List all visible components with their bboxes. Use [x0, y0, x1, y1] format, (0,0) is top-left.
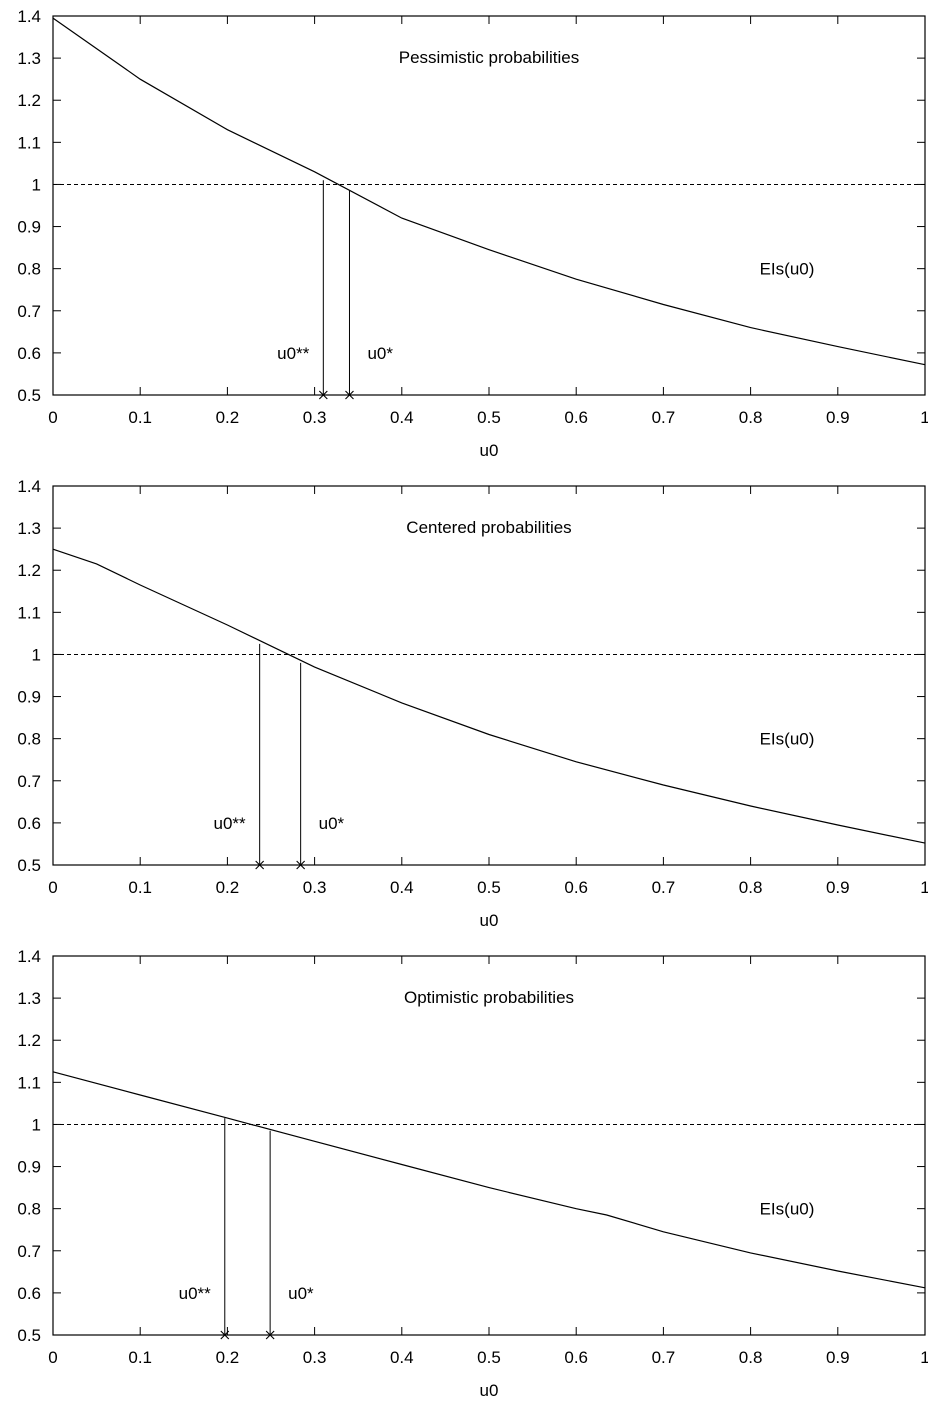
- x-tick-label: 1: [920, 408, 928, 427]
- x-tick-label: 0.3: [303, 408, 327, 427]
- chart-panel-2: 0 0.1 0.2 0.3 0.4 0.5 0.6 0.7 0.8 0.9 1 0.5 0.6 0.7 0.…: [17, 947, 928, 1400]
- x-tick-label: 0: [48, 878, 57, 897]
- y-tick-label: 0.6: [17, 344, 41, 363]
- x-axis-label: u0: [480, 911, 499, 930]
- x-axis-label: u0: [480, 441, 499, 460]
- chart-title: Pessimistic probabilities: [399, 48, 579, 67]
- x-tick-label: 0.3: [303, 878, 327, 897]
- x-tick-label: 0.5: [477, 408, 501, 427]
- x-tick-label: 0.6: [564, 1348, 588, 1367]
- y-tick-label: 0.6: [17, 814, 41, 833]
- x-tick-label: 0.6: [564, 878, 588, 897]
- y-tick-label: 0.8: [17, 260, 41, 279]
- x-tick-label: 0.7: [652, 1348, 676, 1367]
- x-tick-label: 0.4: [390, 878, 414, 897]
- marker-cross: [255, 860, 265, 870]
- x-tick-label: 0.8: [739, 878, 763, 897]
- x-tick-label: 0.4: [390, 408, 414, 427]
- x-tick-label: 0: [48, 1348, 57, 1367]
- series-line-0: [52, 548, 926, 844]
- y-tick-label: 1.3: [17, 519, 41, 538]
- y-tick-label: 1.1: [17, 603, 41, 622]
- x-tick-label: 1: [920, 1348, 928, 1367]
- marker-label: u0**: [214, 814, 247, 833]
- x-tick-label: 0.4: [390, 1348, 414, 1367]
- chart-panel-1: 0 0.1 0.2 0.3 0.4 0.5 0.6 0.7 0.8 0.9 1 0.5 0.6 0.7 0.…: [17, 477, 928, 930]
- marker-cross: [318, 390, 328, 400]
- x-tick-label: 0.2: [216, 1348, 240, 1367]
- y-tick-label: 1.1: [17, 1073, 41, 1092]
- marker-label: u0**: [277, 344, 310, 363]
- x-tick-label: 0.3: [303, 1348, 327, 1367]
- y-tick-label: 0.9: [17, 688, 41, 707]
- plot-frame: [52, 955, 926, 1336]
- x-tick-label: 0.1: [128, 1348, 152, 1367]
- x-tick-label: 0.2: [216, 408, 240, 427]
- y-tick-label: 1: [32, 175, 41, 194]
- y-tick-label: 1.1: [17, 133, 41, 152]
- y-tick-label: 1.3: [17, 49, 41, 68]
- series-line-0: [52, 1071, 926, 1289]
- marker-cross: [265, 1330, 275, 1340]
- curve-label: EIs(u0): [760, 1200, 815, 1219]
- plot-frame: [52, 15, 926, 396]
- chart-panel-0: 0 0.1 0.2 0.3 0.4 0.5 0.6 0.7 0.8 0.9 1 0.5 0.6 0.7 0.…: [17, 7, 928, 460]
- y-tick-label: 0.7: [17, 772, 41, 791]
- y-tick-label: 1: [32, 645, 41, 664]
- x-tick-label: 0.8: [739, 1348, 763, 1367]
- plot-frame: [52, 485, 926, 866]
- marker-cross: [345, 390, 354, 400]
- y-tick-label: 1.4: [17, 477, 41, 496]
- x-tick-label: 0.8: [739, 408, 763, 427]
- series-line-0: [52, 17, 926, 366]
- chart-title: Optimistic probabilities: [404, 988, 574, 1007]
- x-tick-label: 0.2: [216, 878, 240, 897]
- y-tick-label: 0.8: [17, 730, 41, 749]
- x-tick-label: 0.9: [826, 878, 850, 897]
- y-tick-label: 1.2: [17, 91, 41, 110]
- marker-cross: [220, 1330, 230, 1340]
- y-tick-label: 0.7: [17, 1242, 41, 1261]
- curve-label: EIs(u0): [760, 260, 815, 279]
- curve-label: EIs(u0): [760, 730, 815, 749]
- x-axis-label: u0: [480, 1381, 499, 1400]
- x-tick-label: 0.9: [826, 1348, 850, 1367]
- x-tick-label: 0.1: [128, 408, 152, 427]
- x-tick-label: 0.7: [652, 878, 676, 897]
- y-tick-label: 1.4: [17, 7, 41, 26]
- y-tick-label: 0.7: [17, 302, 41, 321]
- x-tick-label: 0: [48, 408, 57, 427]
- x-tick-label: 0.6: [564, 408, 588, 427]
- x-tick-label: 0.5: [477, 1348, 501, 1367]
- y-tick-label: 1.3: [17, 989, 41, 1008]
- x-tick-label: 0.1: [128, 878, 152, 897]
- marker-cross: [296, 860, 306, 870]
- marker-label: u0*: [288, 1284, 314, 1303]
- x-tick-label: 1: [920, 878, 928, 897]
- y-tick-label: 0.9: [17, 1158, 41, 1177]
- x-tick-label: 0.7: [652, 408, 676, 427]
- y-tick-label: 0.5: [17, 856, 41, 875]
- y-tick-label: 1.2: [17, 1031, 41, 1050]
- y-tick-label: 0.8: [17, 1200, 41, 1219]
- y-tick-label: 0.5: [17, 386, 41, 405]
- y-tick-label: 1.2: [17, 561, 41, 580]
- marker-label: u0**: [179, 1284, 212, 1303]
- x-tick-label: 0.9: [826, 408, 850, 427]
- marker-label: u0*: [319, 814, 345, 833]
- y-tick-label: 1.4: [17, 947, 41, 966]
- y-tick-label: 1: [32, 1115, 41, 1134]
- y-tick-label: 0.9: [17, 218, 41, 237]
- y-tick-label: 0.5: [17, 1326, 41, 1345]
- marker-label: u0*: [367, 344, 393, 363]
- chart-title: Centered probabilities: [406, 518, 571, 537]
- x-tick-label: 0.5: [477, 878, 501, 897]
- y-tick-label: 0.6: [17, 1284, 41, 1303]
